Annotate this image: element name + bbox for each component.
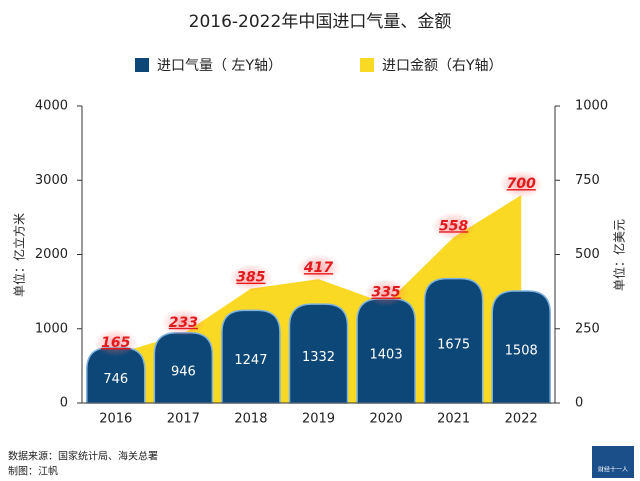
x-tick-label: 2021	[437, 412, 470, 427]
bar-value-label: 1675	[437, 337, 470, 352]
chart-title: 2016-2022年中国进口气量、金额	[189, 12, 452, 32]
bar	[221, 309, 281, 404]
x-tick-label: 2017	[167, 412, 200, 427]
area-value-label: 417	[303, 260, 333, 276]
bar-value-label: 946	[171, 364, 196, 379]
logo-box	[592, 446, 634, 478]
legend-label: 进口气量（ 左Y轴）	[157, 58, 282, 74]
bar	[423, 277, 484, 404]
source-note: 数据来源：国家统计局、海关总署	[8, 450, 158, 463]
bar-value-label: 1403	[370, 347, 403, 362]
label-glow	[296, 254, 341, 283]
y-tick-label: 1000	[35, 321, 68, 336]
y-tick-label: 2000	[35, 247, 68, 262]
label-glow	[93, 328, 138, 357]
logo-text: 财经十一人	[598, 466, 628, 474]
y2-tick-label: 250	[575, 321, 600, 336]
y2-tick-label: 1000	[575, 99, 608, 114]
y-tick-label: 0	[60, 396, 68, 411]
bar-value-label: 746	[103, 372, 128, 387]
label-glow	[431, 212, 476, 241]
y2-tick-label: 0	[575, 396, 583, 411]
area-value-label: 700	[507, 176, 536, 192]
legend-swatch	[360, 58, 374, 72]
x-tick-label: 2019	[302, 412, 335, 427]
area-value-label: 335	[371, 285, 400, 301]
label-glow	[499, 170, 544, 199]
x-tick-label: 2016	[99, 412, 132, 427]
label-glow	[161, 308, 206, 337]
bar	[288, 303, 349, 404]
label-glow	[228, 263, 273, 292]
y-tick-label: 3000	[35, 173, 68, 188]
legend-label: 进口金额（右Y轴）	[382, 58, 503, 74]
credit-note: 制图：江帆	[8, 465, 58, 478]
y2-axis-title: 单位：亿美元	[612, 219, 627, 291]
area-value-label: 558	[439, 218, 468, 234]
area-value-label: 233	[169, 315, 198, 331]
x-tick-label: 2018	[234, 412, 267, 427]
y2-tick-label: 750	[575, 173, 600, 188]
x-tick-label: 2020	[370, 412, 403, 427]
area-value-label: 385	[236, 270, 265, 286]
area-value-label: 165	[101, 335, 130, 351]
y2-tick-label: 500	[575, 247, 600, 262]
y-tick-label: 4000	[35, 99, 68, 114]
y-axis-title: 单位：亿立方米	[12, 213, 27, 297]
x-tick-label: 2022	[505, 412, 538, 427]
bar-value-label: 1247	[234, 353, 267, 368]
bar	[491, 290, 551, 404]
bar-value-label: 1508	[505, 344, 538, 359]
bar-value-label: 1332	[302, 350, 335, 365]
area	[115, 195, 522, 403]
legend-swatch	[135, 58, 149, 72]
label-glow	[364, 278, 409, 307]
